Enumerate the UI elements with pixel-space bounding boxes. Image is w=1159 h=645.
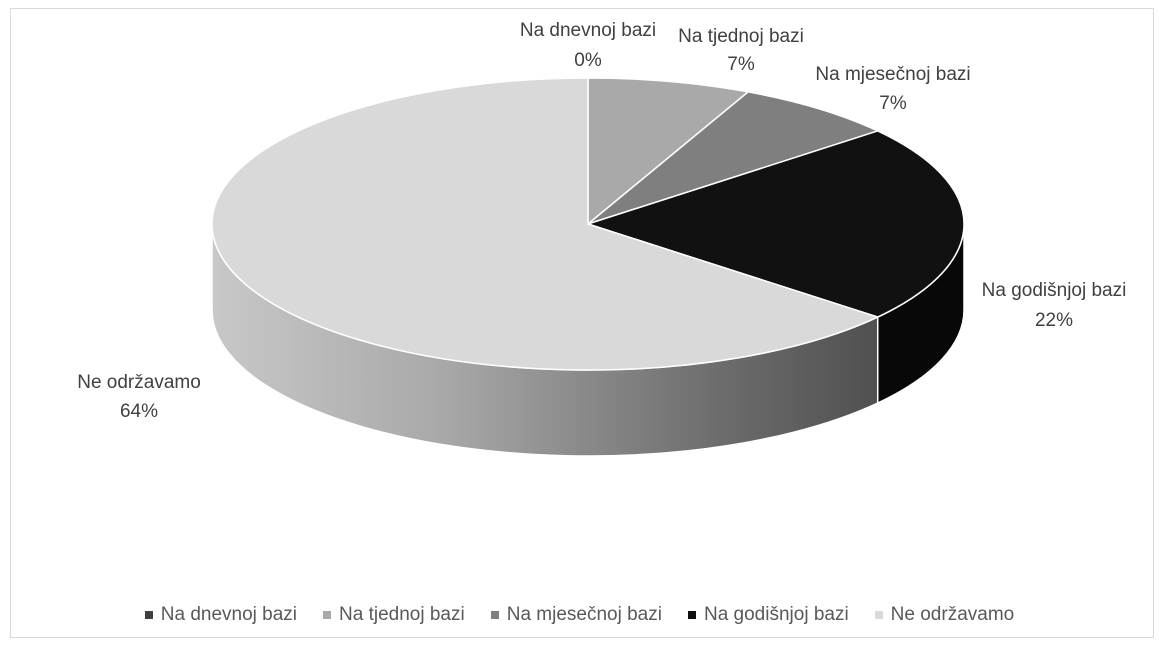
pie-top-layer — [211, 77, 965, 371]
data-label-name-dnevnoj: Na dnevnoj bazi — [520, 20, 656, 41]
data-label-name-mjesecnoj: Na mjesečnoj bazi — [815, 64, 970, 85]
legend-swatch-ne-odrzavamo — [874, 611, 883, 619]
legend-label-dnevnoj: Na dnevnoj bazi — [160, 604, 298, 625]
legend-item-ne-odrzavamo: Ne održavamo — [874, 604, 1015, 626]
pie-slice-na-mjesečnoj-bazi — [587, 91, 880, 225]
legend-label-ne-odrzavamo: Ne održavamo — [890, 604, 1015, 625]
legend-label-godisnjoj: Na godišnjoj bazi — [703, 604, 849, 625]
legend-swatch-dnevnoj — [144, 611, 153, 619]
data-label-value-tjednoj: 7% — [727, 54, 755, 75]
data-label-name-ne-odrzavamo: Ne održavamo — [77, 372, 201, 393]
pie-slice-na-godišnjoj-bazi — [585, 130, 965, 318]
legend-swatch-mjesecnoj — [490, 611, 499, 619]
data-label-name-tjednoj: Na tjednoj bazi — [678, 26, 804, 47]
data-label-value-dnevnoj: 0% — [574, 50, 602, 71]
legend-item-mjesecnoj: Na mjesečnoj bazi — [490, 604, 662, 626]
legend: Na dnevnoj bazi Na tjednoj bazi Na mjese… — [0, 598, 1159, 632]
legend-label-tjednoj: Na tjednoj bazi — [339, 604, 465, 625]
data-label-value-mjesecnoj: 7% — [879, 93, 907, 114]
pie-slice-ne-održavamo — [211, 77, 880, 371]
data-label-name-godisnjoj: Na godišnjoj bazi — [982, 280, 1127, 301]
legend-swatch-tjednoj — [323, 611, 332, 619]
pie-slice-na-tjednoj-bazi — [587, 77, 750, 226]
data-label-value-ne-odrzavamo: 64% — [120, 401, 158, 422]
legend-item-dnevnoj: Na dnevnoj bazi — [144, 604, 298, 626]
legend-item-tjednoj: Na tjednoj bazi — [323, 604, 465, 626]
legend-item-godisnjoj: Na godišnjoj bazi — [687, 604, 849, 626]
legend-label-mjesecnoj: Na mjesečnoj bazi — [506, 604, 662, 625]
data-label-value-godisnjoj: 22% — [1035, 310, 1073, 331]
legend-swatch-godisnjoj — [687, 611, 696, 619]
